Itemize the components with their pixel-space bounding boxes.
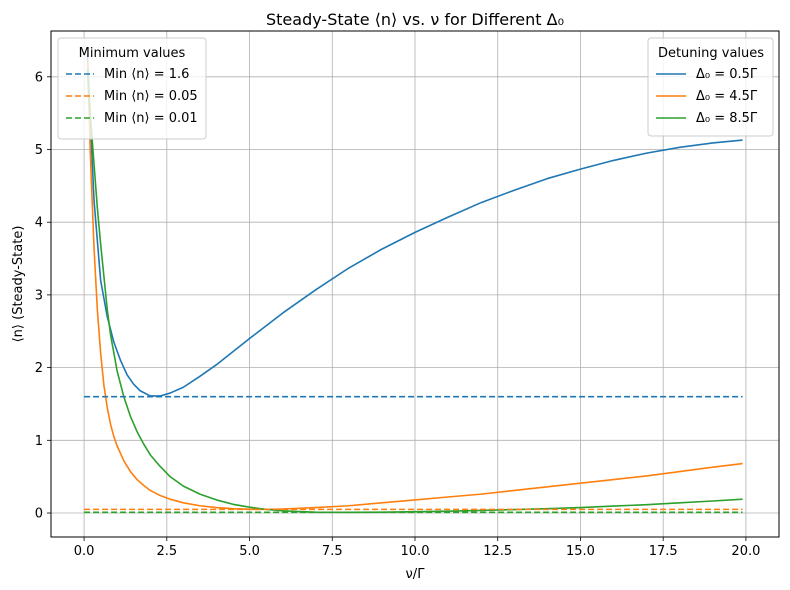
series-line [86, 69, 743, 514]
x-tick-label: 12.5 [483, 544, 512, 559]
y-axis-ticks: 0 1 2 3 4 5 6 [35, 70, 51, 522]
chart-title: Steady-State ⟨n⟩ vs. ν for Different Δ₀ [266, 10, 564, 29]
x-tick-label: 5.0 [239, 544, 260, 559]
legend-minimum-label: Min ⟨n⟩ = 0.01 [104, 111, 198, 126]
y-tick-label: 5 [35, 143, 43, 158]
x-tick-label: 7.5 [322, 544, 343, 559]
y-tick-label: 4 [35, 216, 43, 231]
legend-minimum-label: Min ⟨n⟩ = 0.05 [104, 89, 198, 104]
x-tick-label: 15.0 [566, 544, 595, 559]
series-lines [84, 54, 743, 514]
x-axis-ticks: 0.0 2.5 5.0 7.5 10.0 12.5 15.0 17.5 20.0 [74, 537, 760, 559]
series-line [86, 62, 743, 511]
y-tick-label: 0 [35, 507, 43, 522]
legend-detuning-label: Δ₀ = 0.5Γ [696, 67, 758, 82]
legend-minimum-box [57, 37, 207, 140]
legend-minimum-label: Min ⟨n⟩ = 1.6 [104, 67, 189, 82]
y-tick-label: 1 [35, 434, 43, 449]
x-axis-label: ν/Γ [406, 567, 426, 582]
x-tick-label: 17.5 [649, 544, 678, 559]
series-line [86, 54, 743, 397]
legend-detuning-box [647, 37, 774, 137]
y-tick-label: 6 [35, 70, 43, 85]
y-tick-label: 2 [35, 361, 43, 376]
x-tick-label: 10.0 [401, 544, 430, 559]
legend-detuning-label: Δ₀ = 4.5Γ [696, 89, 758, 104]
x-tick-label: 20.0 [731, 544, 760, 559]
x-tick-label: 0.0 [74, 544, 95, 559]
legend-detuning-label: Δ₀ = 8.5Γ [696, 111, 758, 126]
legend-minimum-values: Minimum values Min ⟨n⟩ = 1.6 Min ⟨n⟩ = 0.… [57, 37, 207, 140]
legend-detuning-title: Detuning values [658, 46, 764, 61]
y-tick-label: 3 [35, 288, 43, 303]
legend-minimum-title: Minimum values [79, 46, 186, 61]
legend-detuning-values: Detuning values Δ₀ = 0.5Γ Δ₀ = 4.5Γ Δ₀ = 8… [647, 37, 774, 137]
y-axis-label: ⟨n⟩ (Steady-State) [11, 226, 26, 343]
x-tick-label: 2.5 [156, 544, 177, 559]
